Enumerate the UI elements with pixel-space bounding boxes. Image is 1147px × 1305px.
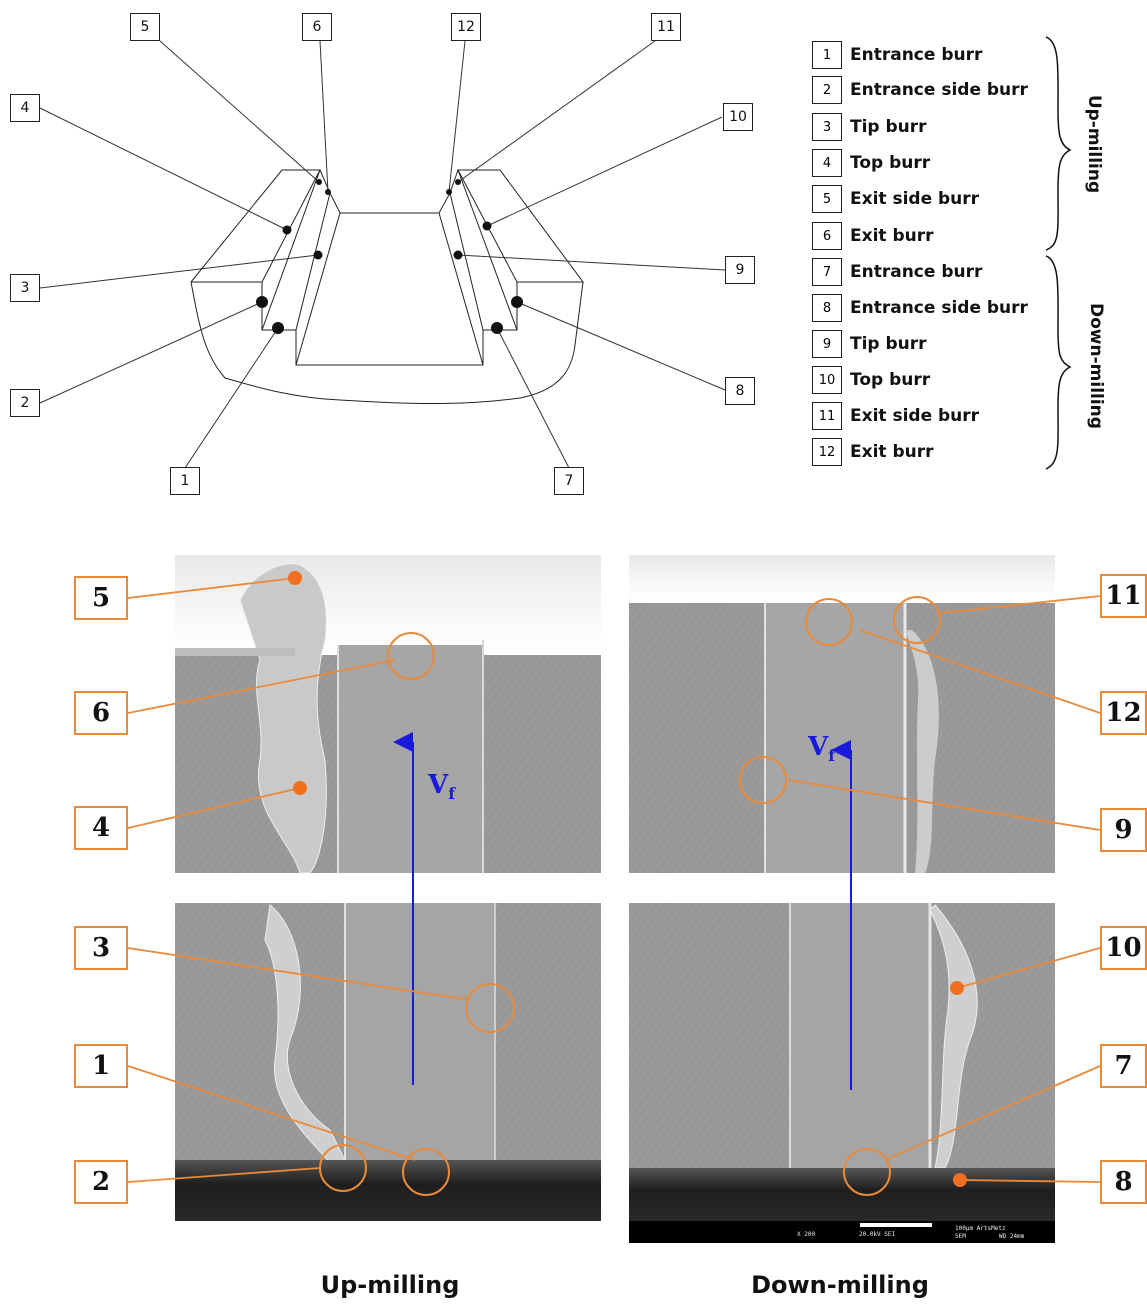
schematic-label-7: 7: [554, 467, 584, 495]
callout-box-1: 1: [74, 1044, 128, 1088]
legend-item: 9 Tip burr: [812, 329, 927, 359]
legend-group-down-milling: Down-milling: [1086, 303, 1106, 429]
feed-label-down: Vf: [808, 732, 836, 766]
callout-dots: [288, 571, 967, 1187]
legend-braces: [1045, 36, 1072, 470]
scale-bar-text: 100μm ArtsMetz: [955, 1225, 1006, 1232]
callout-box-9: 9: [1100, 808, 1147, 852]
callout-box-10: 10: [1100, 926, 1147, 970]
legend-num: 5: [812, 185, 842, 213]
sem-up-bottom: [175, 903, 601, 1221]
scale-wd: WD 24mm: [999, 1233, 1025, 1240]
scale-magnification: X 200: [797, 1231, 816, 1238]
legend-num: 8: [812, 294, 842, 322]
legend-num: 4: [812, 149, 842, 177]
legend-text: Entrance burr: [850, 45, 983, 65]
callout-box-7: 7: [1100, 1044, 1147, 1088]
photo-title-down-milling: Down-milling: [751, 1271, 929, 1299]
legend-item: 7 Entrance burr: [812, 257, 982, 287]
schematic-label-2: 2: [10, 389, 40, 417]
legend-num: 2: [812, 76, 842, 104]
legend-text: Exit burr: [850, 442, 934, 462]
legend-num: 3: [812, 113, 842, 141]
legend-text: Entrance side burr: [850, 80, 1028, 100]
callout-leaders: [127, 577, 1101, 1183]
schematic-label-1: 1: [170, 467, 200, 495]
legend-item: 6 Exit burr: [812, 221, 934, 251]
legend-item: 5 Exit side burr: [812, 184, 979, 214]
legend-item: 4 Top burr: [812, 148, 930, 178]
legend-item: 2 Entrance side burr: [812, 75, 1028, 105]
feed-arrows: [393, 732, 852, 1090]
feed-label-up: Vf: [428, 770, 456, 804]
callout-box-12: 12: [1100, 691, 1147, 735]
legend-item: 8 Entrance side burr: [812, 293, 1028, 323]
legend-item: 12 Exit burr: [812, 437, 934, 467]
legend-item: 3 Tip burr: [812, 112, 927, 142]
legend-text: Exit side burr: [850, 406, 980, 426]
callout-box-8: 8: [1100, 1160, 1147, 1204]
callout-box-11: 11: [1100, 574, 1147, 618]
legend-num: 9: [812, 330, 842, 358]
sem-down-bottom: [629, 903, 1055, 1243]
schematic-label-11: 11: [651, 13, 681, 41]
legend-text: Top burr: [850, 153, 931, 173]
scale-mode: SEM: [955, 1233, 966, 1240]
schematic-markers: [256, 179, 523, 334]
legend-group-up-milling: Up-milling: [1084, 94, 1104, 194]
scale-voltage: 20.0kV SEI: [859, 1231, 896, 1238]
legend-text: Top burr: [850, 370, 931, 390]
workpiece-schematic: [190, 169, 584, 405]
legend-num: 12: [812, 438, 842, 466]
legend-num: 10: [812, 366, 842, 394]
sem-up-top: [175, 555, 601, 874]
schematic-leaders: [39, 40, 726, 469]
callout-box-4: 4: [74, 806, 128, 850]
photo-title-up-milling: Up-milling: [320, 1271, 460, 1299]
legend-num: 6: [812, 222, 842, 250]
schematic-label-10: 10: [723, 103, 753, 131]
callout-box-5: 5: [74, 576, 128, 620]
legend-text: Entrance side burr: [850, 298, 1028, 318]
legend-item: 1 Entrance burr: [812, 40, 982, 70]
legend-item: 11 Exit side burr: [812, 401, 979, 431]
legend-num: 11: [812, 402, 842, 430]
legend-text: Tip burr: [850, 334, 927, 354]
schematic-label-9: 9: [725, 256, 755, 284]
legend-text: Exit side burr: [850, 189, 980, 209]
legend-text: Tip burr: [850, 117, 927, 137]
callout-box-6: 6: [74, 691, 128, 735]
schematic-label-8: 8: [725, 377, 755, 405]
schematic-label-6: 6: [302, 13, 332, 41]
legend-text: Exit burr: [850, 226, 934, 246]
schematic-label-12: 12: [451, 13, 481, 41]
legend-num: 1: [812, 41, 842, 69]
schematic-label-4: 4: [10, 94, 40, 122]
schematic-label-5: 5: [130, 13, 160, 41]
legend-text: Entrance burr: [850, 262, 983, 282]
callout-circles: [319, 596, 941, 1196]
callout-box-3: 3: [74, 926, 128, 970]
sem-scale-bar: X 200 20.0kV SEI 100μm ArtsMetz SEM WD 2…: [629, 1225, 1055, 1243]
schematic-label-3: 3: [10, 274, 40, 302]
legend-num: 7: [812, 258, 842, 286]
legend-item: 10 Top burr: [812, 365, 930, 395]
callout-box-2: 2: [74, 1160, 128, 1204]
